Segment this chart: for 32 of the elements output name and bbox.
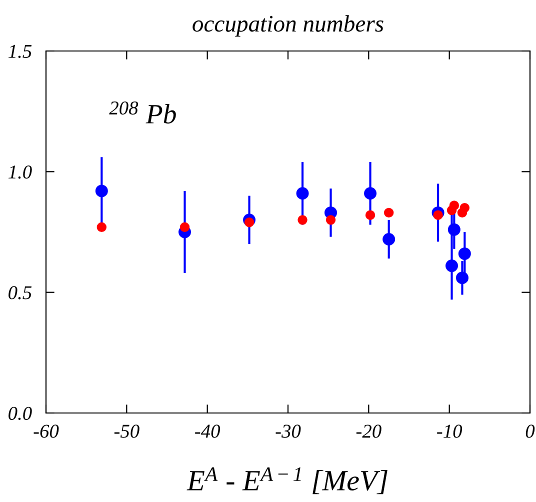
x-axis-title: E$^{A}$ - E$^{A−1}$ [MeV] [186, 467, 388, 494]
x-tick-label: -40 [195, 424, 220, 438]
point [460, 203, 470, 213]
x-tick-label: 0 [526, 424, 535, 438]
x-tick-label: -50 [114, 424, 140, 438]
y-tick-label: 0.5 [8, 286, 32, 300]
y-tick-label: 1.0 [8, 165, 32, 179]
point [180, 222, 190, 232]
x-tick-label: -30 [276, 424, 301, 438]
annotation: $^{208}$ Pb [109, 101, 176, 124]
point [384, 208, 394, 218]
point [446, 260, 458, 272]
point [95, 184, 108, 198]
point [296, 187, 309, 200]
x-tick-label: -60 [34, 424, 59, 438]
point [456, 272, 468, 284]
point [244, 217, 254, 228]
x-tick-label: -20 [356, 424, 382, 438]
point [364, 187, 377, 200]
point [326, 215, 336, 225]
point [433, 210, 443, 220]
point [365, 210, 376, 220]
point [298, 215, 308, 225]
point [449, 200, 460, 210]
chart-title: occupation numbers [192, 15, 384, 37]
y-tick-label: 1.5 [8, 44, 32, 58]
x-tick-label: -10 [437, 424, 462, 438]
point [458, 247, 471, 260]
point [382, 232, 396, 246]
point [448, 223, 460, 236]
y-tick-label: 0.0 [8, 406, 32, 420]
point [96, 222, 107, 232]
